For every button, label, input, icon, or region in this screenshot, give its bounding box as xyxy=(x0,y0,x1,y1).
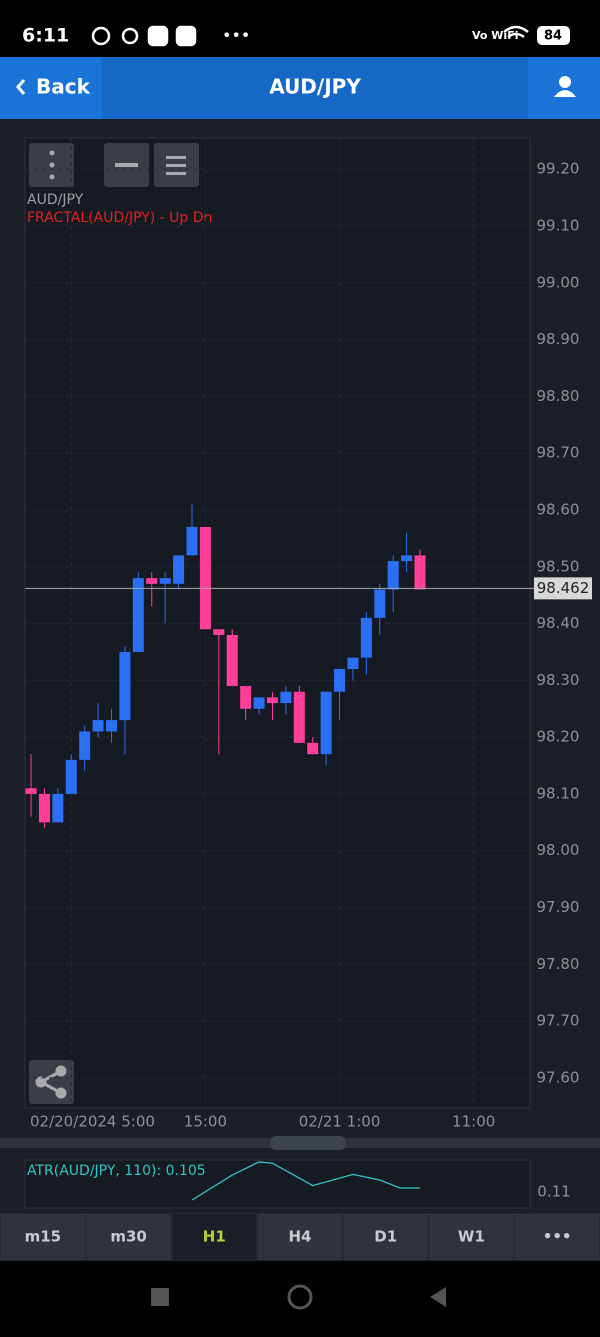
candle-body xyxy=(119,651,131,721)
timeframe-tab[interactable] xyxy=(429,1214,514,1260)
y-tick-label: 99.20 xyxy=(537,160,580,178)
y-tick-label: 98.40 xyxy=(537,614,580,632)
candle-body xyxy=(307,742,319,755)
y-tick-label: 0.11 xyxy=(537,1183,570,1201)
timeframe-label: D1 xyxy=(374,1228,397,1246)
account-button[interactable] xyxy=(528,57,600,119)
candle-body xyxy=(159,578,171,584)
timeframe-label: m30 xyxy=(110,1228,147,1246)
y-tick-label: 98.80 xyxy=(537,387,580,405)
candle-body xyxy=(199,527,211,630)
candle-body xyxy=(280,691,292,704)
y-tick-label: 97.70 xyxy=(537,1012,580,1030)
last-price-box xyxy=(534,577,592,600)
candle-body xyxy=(374,589,386,618)
timeframe-tab[interactable] xyxy=(258,1214,342,1260)
y-tick-label: 97.90 xyxy=(537,898,580,916)
candle-body xyxy=(52,793,64,823)
candle-body xyxy=(132,578,144,652)
candle-body xyxy=(92,720,104,732)
candle-body xyxy=(25,788,37,794)
timeframe-label: W1 xyxy=(458,1228,485,1246)
y-tick-label: 98.00 xyxy=(537,841,580,859)
pane-handle[interactable] xyxy=(270,1136,346,1150)
y-tick-label: 97.60 xyxy=(537,1068,580,1086)
y-tick-label: 99.10 xyxy=(537,217,580,235)
more-dots: ••• xyxy=(222,26,250,45)
y-tick-label: 98.70 xyxy=(537,444,580,462)
candle-body xyxy=(240,686,252,709)
candle-body xyxy=(387,561,399,590)
candle-body xyxy=(253,697,265,709)
candle-body xyxy=(226,634,238,687)
indicator-label: FRACTAL(AUD/JPY) - Up Dn xyxy=(27,210,212,226)
atr-label: ATR(AUD/JPY, 110): 0.105 xyxy=(27,1163,206,1179)
battery-level: 84 xyxy=(544,29,562,44)
timeframe-tab[interactable] xyxy=(172,1214,257,1260)
timeframe-tab[interactable] xyxy=(1,1214,85,1260)
timeframe-label: m15 xyxy=(25,1228,62,1246)
timeframe-label: H4 xyxy=(289,1228,312,1246)
y-tick-label: 98.30 xyxy=(537,671,580,689)
back-icon xyxy=(16,79,26,95)
clock: 6:11 xyxy=(22,25,69,47)
timeframe-tab[interactable] xyxy=(515,1214,599,1260)
y-tick-label: 98.50 xyxy=(537,557,580,575)
x-tick-label: 11:00 xyxy=(452,1113,495,1131)
timeframe-label: ••• xyxy=(543,1228,572,1246)
timeframe-label: H1 xyxy=(203,1228,226,1246)
timeframe-tab[interactable] xyxy=(343,1214,428,1260)
candle-body xyxy=(401,555,413,562)
x-tick-label: 02/20/2024 5:00 xyxy=(30,1113,155,1131)
candle-body xyxy=(360,617,372,658)
y-tick-label: 99.00 xyxy=(537,273,580,291)
back-nav-button[interactable] xyxy=(430,1287,446,1307)
chart-symbol: AUD/JPY xyxy=(27,192,84,208)
timeframe-tab[interactable] xyxy=(86,1214,171,1260)
candle-body xyxy=(106,720,118,732)
last-price-label: 98.462 xyxy=(537,579,590,597)
y-tick-label: 98.20 xyxy=(537,728,580,746)
back-label: Back xyxy=(36,75,91,99)
y-tick-label: 97.80 xyxy=(537,955,580,973)
candle-body xyxy=(186,527,198,556)
candle-body xyxy=(266,697,278,704)
atr-plot-area xyxy=(24,1159,531,1209)
candle-body xyxy=(334,669,346,692)
plot-area xyxy=(24,137,531,1109)
candle-body xyxy=(213,629,225,635)
candle-body xyxy=(414,555,426,590)
candle-body xyxy=(320,691,332,755)
home-button[interactable] xyxy=(287,1284,313,1310)
x-tick-label: 15:00 xyxy=(184,1113,227,1131)
account-icon xyxy=(554,76,576,97)
candle-body xyxy=(79,731,91,760)
x-tick-label: 02/21 1:00 xyxy=(299,1113,381,1131)
candle-body xyxy=(173,555,185,584)
candle-body xyxy=(347,657,359,670)
y-tick-label: 98.10 xyxy=(537,784,580,802)
nav-bar xyxy=(0,1261,600,1333)
y-tick-label: 98.90 xyxy=(537,330,580,348)
header-title: AUD/JPY xyxy=(269,75,361,99)
battery xyxy=(537,26,570,45)
atr-line xyxy=(191,1161,421,1201)
network: Vo WiFi xyxy=(472,29,519,42)
recents-button[interactable] xyxy=(151,1288,169,1306)
candle-body xyxy=(146,578,158,584)
candle-body xyxy=(38,793,50,823)
status-icons xyxy=(91,25,529,47)
candle-body xyxy=(65,759,77,794)
candle-body xyxy=(293,691,305,743)
y-tick-label: 98.60 xyxy=(537,500,580,518)
